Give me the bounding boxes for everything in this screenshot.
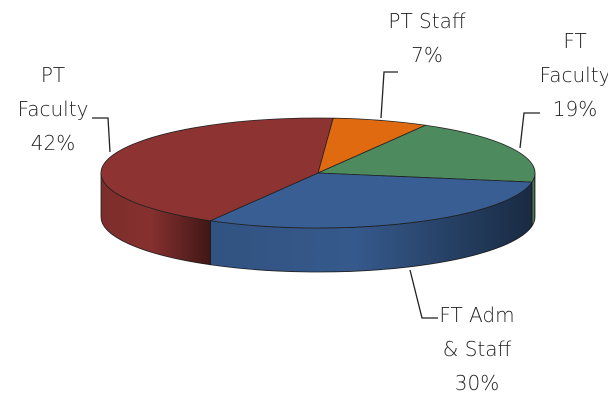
slice-label: PT Faculty 42%: [8, 58, 98, 160]
slice-side-shade: [210, 182, 533, 273]
slice-side-shade: [101, 173, 211, 265]
slice-label: FT Faculty 19%: [530, 24, 608, 126]
value-label: 42%: [30, 131, 76, 155]
leader-line: [519, 112, 540, 149]
leader-line: [92, 117, 111, 153]
slice: [209, 172, 533, 229]
category-label: FT Adm & Staff: [439, 303, 515, 361]
value-label: 30%: [454, 371, 500, 395]
slice-side-shade: [532, 173, 535, 227]
category-label: PT Staff: [388, 9, 466, 33]
category-label: PT Faculty: [17, 63, 89, 121]
slice: [100, 117, 334, 222]
leader-line: [409, 269, 438, 319]
value-label: 7%: [411, 43, 443, 67]
leader-line: [380, 71, 398, 119]
pie: [100, 117, 536, 273]
slice-label: FT Adm & Staff 30%: [432, 298, 522, 400]
value-label: 19%: [552, 97, 598, 121]
category-label: FT Faculty: [539, 29, 608, 87]
slice: [317, 124, 536, 183]
slice-label: PT Staff 7%: [372, 4, 482, 72]
